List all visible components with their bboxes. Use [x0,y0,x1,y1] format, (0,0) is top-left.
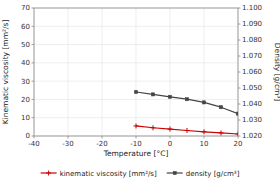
y-tick [32,62,35,63]
point [202,129,207,134]
y-tick [32,117,35,118]
y-tick-label: 40 [21,59,30,67]
y-tick [32,8,35,9]
grid-line [34,26,238,27]
legend-marker [173,171,176,174]
point [134,123,139,128]
x-tick-label: -20 [96,140,107,148]
grid-line [34,99,238,100]
point [202,101,205,104]
x-tick-label: 0 [168,140,172,148]
point [168,127,173,132]
y2-tick-label: 1.020 [242,132,262,140]
x-tick [170,136,171,139]
y2-tick [238,40,241,41]
x-tick [68,136,69,139]
point [168,95,171,98]
grid [34,8,238,136]
x-tick-label: -10 [130,140,141,148]
y2-tick-label: 1.100 [242,4,262,12]
x-tick [102,136,103,139]
series [134,123,239,136]
y-axis-label: Kinematic viscosity [mm²/s] [1,20,10,125]
point [236,131,239,136]
y2-tick-label: 1.050 [242,84,262,92]
y2-tick [238,24,241,25]
y-tick-label: 60 [21,23,30,31]
x-tick [136,136,137,139]
grid-line [204,8,205,136]
grid-line [34,117,238,118]
legend: kinematic viscosity [mm²/s] density [g/cm… [41,170,240,178]
legend-marker [46,171,51,176]
y2-tick-label: 1.090 [242,20,262,28]
y-tick [32,136,35,137]
point [185,128,190,133]
y2-tick-label: 1.030 [242,116,262,124]
y2-tick-label: 1.080 [242,36,262,44]
y-tick-label: 70 [21,4,30,12]
point [151,125,156,130]
legend-label: density [g/cm³] [186,170,240,178]
legend-label: kinematic viscosity [mm²/s] [60,170,157,178]
chart: -40 -30 -20 -10 0 10 20 0 10 20 30 40 50 60 70 1.020 1.0… [0,0,280,180]
grid-line [34,81,238,82]
y2-tick-label: 1.070 [242,52,262,60]
y-tick [32,26,35,27]
axes: -40 -30 -20 -10 0 10 20 0 10 20 30 40 50 60 70 1.020 1.0… [21,4,262,148]
legend-item: density [g/cm³] [167,170,240,178]
y2-tick [238,120,241,121]
y-tick-label: 0 [26,132,30,140]
y2-tick-label: 1.060 [242,68,262,76]
point [219,106,222,109]
point [151,93,154,96]
point [219,130,224,135]
point [134,90,137,93]
point [185,98,188,101]
y-tick [32,99,35,100]
y2-tick [238,56,241,57]
x-tick-label: 20 [234,140,243,148]
y-tick [32,81,35,82]
x-tick-label: -40 [28,140,39,148]
grid-line [34,44,238,45]
x-tick-label: 10 [200,140,209,148]
x-tick [204,136,205,139]
y-tick-label: 20 [21,96,30,104]
y-tick-label: 10 [21,114,30,122]
grid-line [102,8,103,136]
series [134,90,238,115]
point [236,112,238,115]
y-tick [32,44,35,45]
grid-line [136,8,137,136]
x-axis-label: Temperature [°C] [103,149,169,158]
y-tick-label: 30 [21,78,30,86]
y2-tick [238,88,241,89]
y2-tick [238,8,241,9]
y2-tick [238,104,241,105]
grid-line [68,8,69,136]
grid-line [34,62,238,63]
y2-axis-label: Density [g/cm³] [273,43,280,102]
y2-tick [238,136,241,137]
plot-frame [34,8,238,136]
legend-item: kinematic viscosity [mm²/s] [41,170,157,178]
data [134,90,239,136]
y-tick-label: 50 [21,41,30,49]
y2-tick [238,72,241,73]
line [136,92,238,114]
x-tick-label: -30 [62,140,73,148]
grid-line [170,8,171,136]
y2-tick-label: 1.040 [242,100,262,108]
